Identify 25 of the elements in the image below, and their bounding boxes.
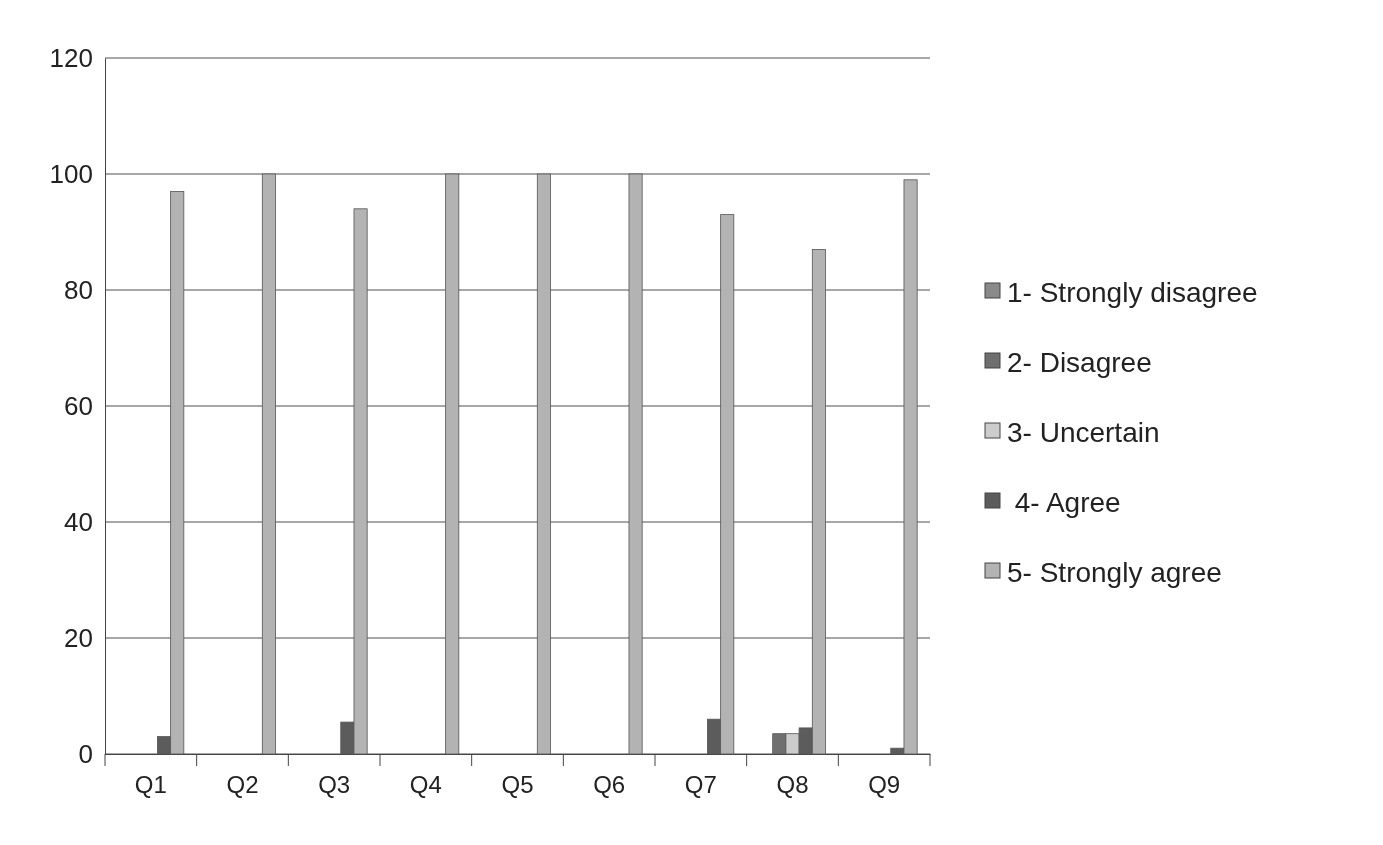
y-tick-label: 100 [49,158,93,189]
legend-label: 3- Uncertain [1007,416,1160,448]
y-tick-label: 40 [64,506,93,537]
x-tick-label: Q1 [134,771,167,799]
legend-label: 4- Agree [1007,486,1121,518]
x-tick-label: Q8 [776,771,809,799]
x-tick-label: Q4 [409,771,442,799]
y-tick-label: 120 [49,42,93,73]
bar [536,173,551,755]
legend-label: 2- Disagree [1007,346,1152,378]
x-tick-label: Q2 [226,771,259,799]
bar [445,173,460,755]
bar [261,173,276,755]
y-tick-label: 80 [64,274,93,305]
legend-label: 1- Strongly disagree [1007,276,1258,308]
legend-label: 5- Strongly agree [1007,556,1222,588]
x-tick-label: Q3 [318,771,351,799]
x-tick-label: Q6 [593,771,626,799]
x-tick-label: Q7 [684,771,717,799]
y-tick-label: 60 [64,390,93,421]
bar [628,173,643,755]
x-tick-label: Q9 [868,771,901,799]
y-tick-label: 20 [64,622,93,653]
x-tick-label: Q5 [501,771,534,799]
y-tick-label: 0 [78,738,93,769]
